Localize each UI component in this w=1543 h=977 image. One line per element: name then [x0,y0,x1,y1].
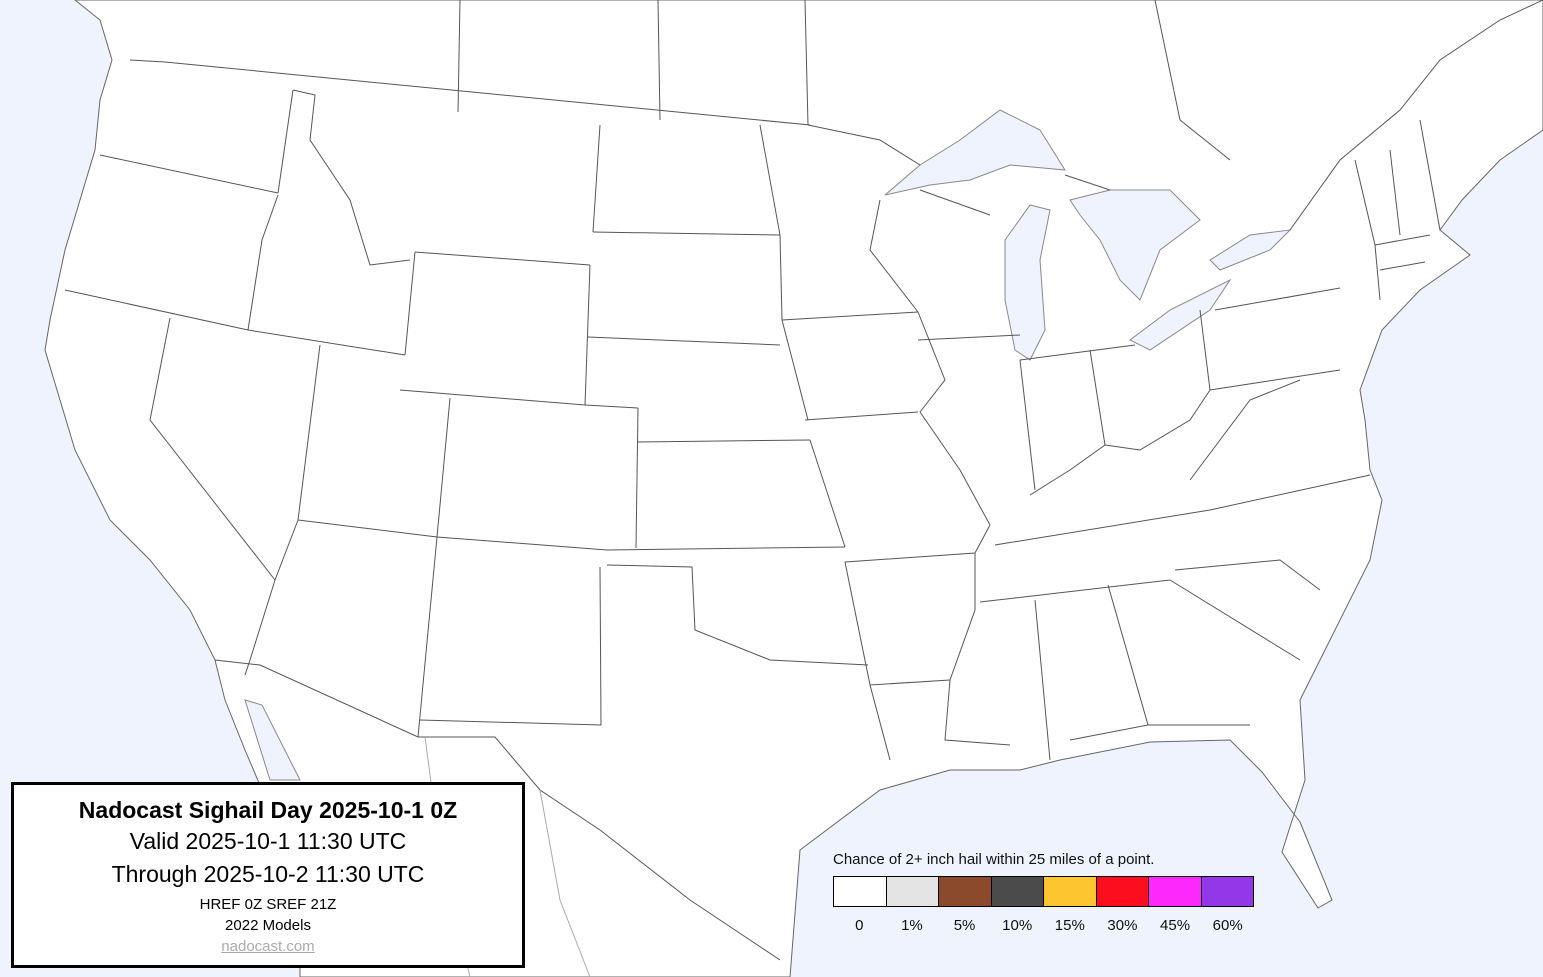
legend-swatch [834,877,887,906]
nadocast-link[interactable]: nadocast.com [221,938,315,955]
legend-label: 30% [1107,917,1138,934]
great-lakes [244,109,1292,781]
legend-swatch [886,877,939,906]
lake-ontario [1209,229,1292,271]
legend-label: 5% [953,917,976,934]
legend-label: 60% [1212,917,1243,934]
legend-swatch [1149,877,1202,906]
through-time: Through 2025-10-2 11:30 UTC [111,861,425,887]
models-version: 2022 Models [225,917,311,934]
models-run: HREF 0Z SREF 21Z [199,896,337,913]
legend-swatch [1096,877,1149,906]
lake-erie [1129,278,1232,351]
legend-swatch [991,877,1044,906]
legend-label: 10% [1002,917,1033,934]
legend-label: 15% [1054,917,1085,934]
legend-label: 1% [901,917,923,934]
legend-label: 0 [855,917,864,934]
legend-label: 45% [1160,917,1191,934]
state-borders [64,0,1543,961]
legend-swatch [1201,877,1253,906]
lake-michigan [1004,204,1051,361]
legend-swatch [1044,877,1097,906]
legend-title: Chance of 2+ inch hail within 25 miles o… [833,851,1155,868]
legend-swatches [833,876,1254,907]
lake-superior [884,109,1066,196]
lake-huron [1069,189,1201,301]
legend: Chance of 2+ inch hail within 25 miles o… [833,851,1254,934]
legend-labels: 0 1% 5% 10% 15% 30% 45% 60% [833,917,1254,934]
valid-time: Valid 2025-10-1 11:30 UTC [129,828,407,854]
legend-swatch [939,877,992,906]
title-box: Nadocast Sighail Day 2025-10-1 0Z Valid … [11,782,525,968]
map-title: Nadocast Sighail Day 2025-10-1 0Z [78,797,458,823]
gulf-of-california [244,699,301,781]
